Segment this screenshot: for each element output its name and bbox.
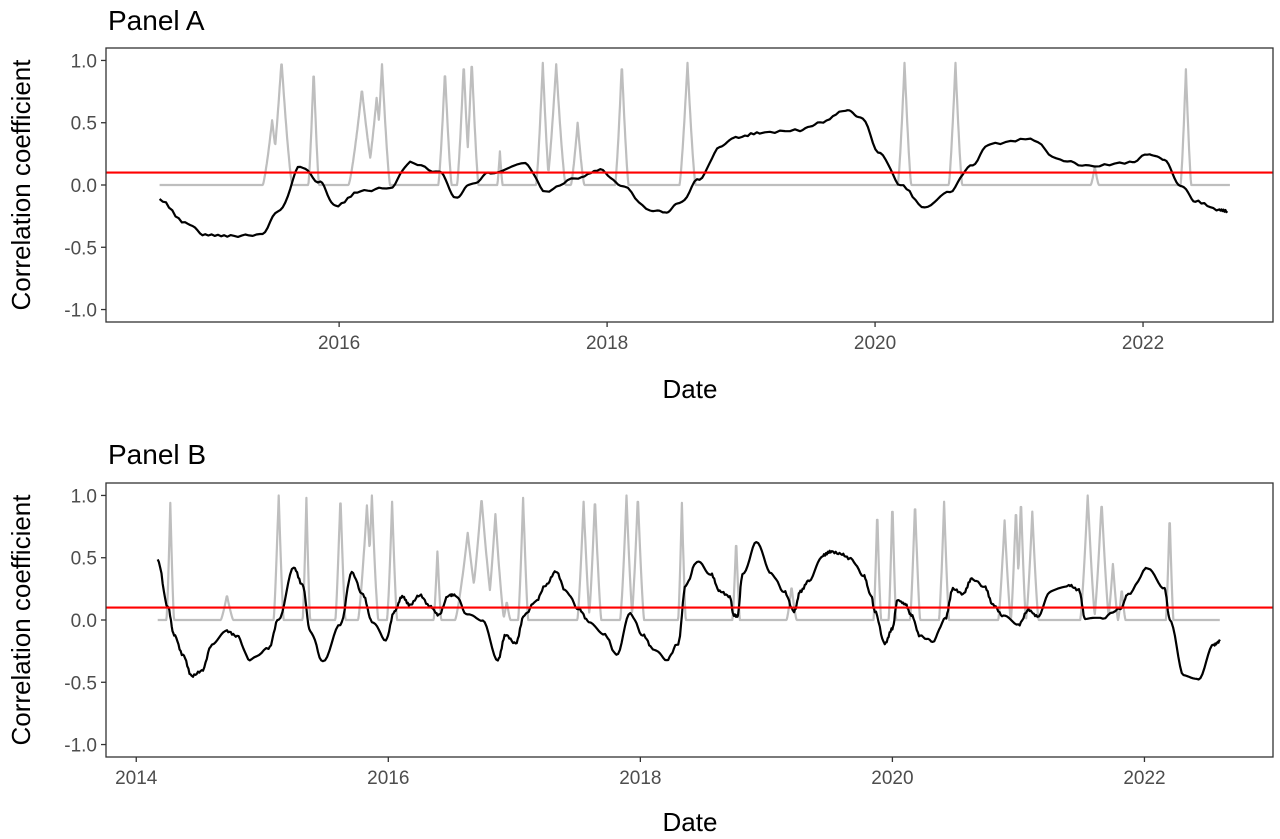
y-tick-label: -1.0 <box>64 301 97 322</box>
y-tick-label: 0.0 <box>71 611 97 632</box>
panel-a: Panel A Date Correlation coefficient -1.… <box>6 5 1274 404</box>
plot-area <box>106 494 1273 681</box>
x-tick-label: 2016 <box>367 768 409 789</box>
x-tick-label: 2014 <box>115 768 158 789</box>
series-line-correlation <box>158 109 1229 238</box>
x-tick-label: 2022 <box>1122 333 1164 354</box>
panel-b: Panel B Date Correlation coefficient -1.… <box>6 439 1274 837</box>
x-tick-label: 2020 <box>854 333 896 354</box>
y-tick-label: 1.0 <box>71 486 97 507</box>
plot-area <box>106 61 1273 238</box>
y-axis-title: Correlation coefficient <box>6 59 36 311</box>
y-tick-label: -0.5 <box>64 673 97 694</box>
y-tick-label: 0.5 <box>71 549 97 570</box>
x-tick-label: 2022 <box>1123 768 1165 789</box>
y-axis-title: Correlation coefficient <box>6 494 36 746</box>
panel-title: Panel A <box>108 5 205 36</box>
series-line-indicator <box>159 61 1231 187</box>
x-tick-label: 2016 <box>318 333 360 354</box>
x-tick-label: 2018 <box>586 333 628 354</box>
y-tick-label: 0.0 <box>71 176 97 197</box>
x-axis-title: Date <box>663 807 718 834</box>
y-tick-label: -0.5 <box>64 238 97 259</box>
panel-title: Panel B <box>108 439 206 470</box>
y-tick-label: 1.0 <box>71 51 97 72</box>
y-tick-label: -1.0 <box>64 736 97 757</box>
x-tick-label: 2020 <box>871 768 913 789</box>
x-tick-label: 2018 <box>619 768 661 789</box>
y-tick-label: 0.5 <box>71 114 97 135</box>
series-line-correlation <box>156 540 1221 681</box>
x-axis-title: Date <box>663 374 718 404</box>
series-line-indicator <box>157 494 1221 622</box>
